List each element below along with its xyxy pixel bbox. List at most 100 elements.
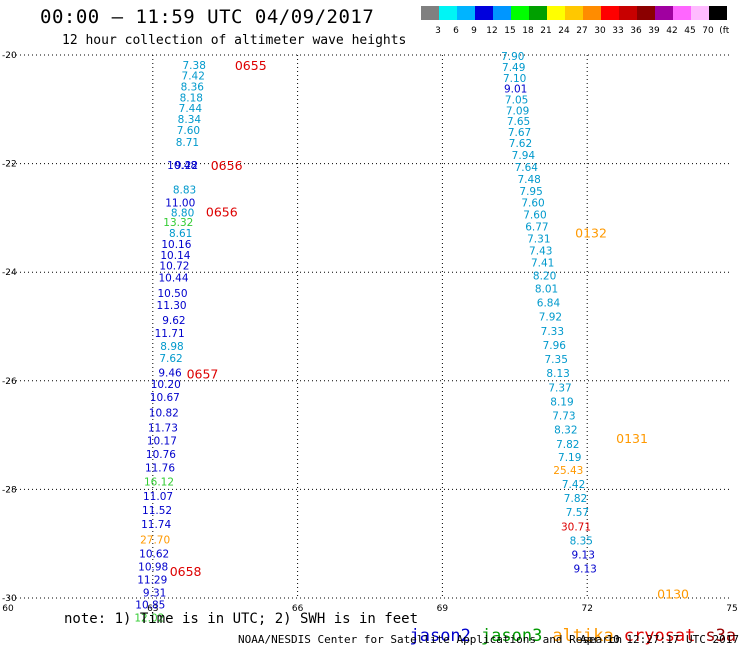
swh-value-label: 12.02 xyxy=(134,613,164,625)
swh-value-label: 7.44 xyxy=(179,103,203,115)
scale-label: 18 xyxy=(522,26,534,36)
scale-swatch xyxy=(439,6,457,20)
scale-label: 33 xyxy=(612,26,623,36)
swh-value-label: 9.31 xyxy=(143,588,166,600)
swh-value-label: 7.90 xyxy=(501,51,524,63)
scale-swatch xyxy=(565,6,583,20)
swh-value-label: 8.19 xyxy=(550,396,573,408)
swh-value-label: 11.30 xyxy=(157,300,187,312)
swh-value-label: 7.62 xyxy=(159,353,182,365)
swh-value-label: 25.43 xyxy=(553,465,583,477)
swh-value-label: 7.10 xyxy=(503,73,526,85)
legend-jason3: jason3 xyxy=(480,626,543,646)
swh-value-label: 7.95 xyxy=(519,186,542,198)
swh-value-label: 7.57 xyxy=(566,507,589,519)
swh-value-label: 8.34 xyxy=(178,114,202,126)
scale-swatch xyxy=(691,6,709,20)
swh-value-label: 13.32 xyxy=(163,217,193,229)
swh-value-label: 11.07 xyxy=(143,491,173,503)
generation-timestamp: Apr 10 12:27:17 UTC 2017 xyxy=(580,633,739,646)
scale-swatch xyxy=(493,6,511,20)
swh-value-label: 7.19 xyxy=(558,452,581,464)
swh-value-label: 9.62 xyxy=(162,315,185,327)
swh-value-label: 7.73 xyxy=(552,411,575,423)
scale-swatch xyxy=(511,6,529,20)
swh-value-label: 10.20 xyxy=(151,379,181,391)
scale-swatch xyxy=(583,6,601,20)
legend-cryosat: cryosat xyxy=(623,626,696,646)
scale-label: 42 xyxy=(666,26,677,36)
swh-value-label: 7.94 xyxy=(512,150,536,162)
legend-altika: altika xyxy=(552,626,614,646)
swh-value-label: 7.60 xyxy=(523,210,546,222)
swh-value-label: 11.73 xyxy=(148,422,178,434)
swh-value-label: 11.74 xyxy=(141,519,171,531)
swh-value-label: 7.60 xyxy=(177,125,200,137)
swh-value-label: 7.96 xyxy=(543,340,567,352)
scale-label: (ft) xyxy=(719,26,729,36)
swh-value-label: 10.50 xyxy=(157,288,187,300)
swh-value-label: 7.92 xyxy=(539,312,562,324)
scale-swatch xyxy=(457,6,475,20)
x-tick-label: 60 xyxy=(2,604,14,614)
swh-value-label: 10.85 xyxy=(135,600,165,612)
swh-value-label: 6.77 xyxy=(525,222,548,234)
scale-swatch xyxy=(421,6,439,20)
scale-swatch xyxy=(709,6,727,20)
swh-value-label: 10.14 xyxy=(160,250,190,262)
swh-value-label: 11.71 xyxy=(155,328,185,340)
swh-value-label: 8.36 xyxy=(181,81,205,93)
scale-swatch xyxy=(673,6,691,20)
swh-value-label: 8.80 xyxy=(171,207,194,219)
swh-value-label: 8.35 xyxy=(570,535,593,547)
swh-value-label: 7.35 xyxy=(545,354,568,366)
scale-swatch xyxy=(637,6,655,20)
swh-value-label: 7.09 xyxy=(506,105,529,117)
x-tick-label: 63 xyxy=(147,604,158,614)
pass-time-label: 0655 xyxy=(235,58,267,73)
scale-label: 45 xyxy=(684,26,695,36)
y-tick-label: -26 xyxy=(2,377,17,387)
swh-value-label: 10.98 xyxy=(138,562,168,574)
swh-value-label: 7.05 xyxy=(505,95,528,107)
swh-value-label: 7.65 xyxy=(507,116,530,128)
swh-value-label: 8.20 xyxy=(533,270,556,282)
y-tick-label: -24 xyxy=(2,268,17,278)
scale-swatch xyxy=(475,6,493,20)
scale-label: 6 xyxy=(453,26,459,36)
scale-label: 3 xyxy=(435,26,441,36)
swh-value-label: 27.70 xyxy=(140,534,170,546)
scale-label: 21 xyxy=(540,26,551,36)
x-tick-label: 69 xyxy=(437,604,449,614)
swh-value-label: 10.62 xyxy=(139,548,169,560)
swh-value-label: 9.01 xyxy=(504,84,527,96)
scale-swatch xyxy=(529,6,547,20)
pass-time-label: 0132 xyxy=(575,226,607,241)
swh-value-label: 7.33 xyxy=(541,326,564,338)
scale-label: 27 xyxy=(576,26,587,36)
swh-value-label: 10.44 xyxy=(158,273,188,285)
swh-value-label: 7.62 xyxy=(509,138,532,150)
swh-value-label: 9.46 xyxy=(158,368,182,380)
swh-value-label: 6.84 xyxy=(537,298,561,310)
scale-label: 9 xyxy=(471,26,477,36)
swh-value-label: 7.41 xyxy=(531,257,554,269)
scale-label: 24 xyxy=(558,26,570,36)
swh-value-label: 7.60 xyxy=(521,198,544,210)
scale-swatch xyxy=(655,6,673,20)
chart-title: 00:00 – 11:59 UTC 04/09/2017 xyxy=(40,6,375,28)
swh-value-label: 7.38 xyxy=(183,60,206,72)
swh-value-label: 8.98 xyxy=(160,341,183,353)
legend-jason2: jason2 xyxy=(409,626,471,646)
satellite-legend: jason2 jason3 altika cryosat s3a xyxy=(389,606,740,646)
scale-label: 30 xyxy=(594,26,606,36)
swh-value-label: 7.49 xyxy=(502,62,525,74)
legend-s3a: s3a xyxy=(705,626,737,646)
pass-time-label: 0131 xyxy=(616,431,648,446)
swh-value-label: 11.52 xyxy=(142,505,172,517)
y-tick-label: -28 xyxy=(2,485,17,495)
y-tick-label: -30 xyxy=(2,594,17,604)
swh-value-label: 8.83 xyxy=(173,185,196,197)
